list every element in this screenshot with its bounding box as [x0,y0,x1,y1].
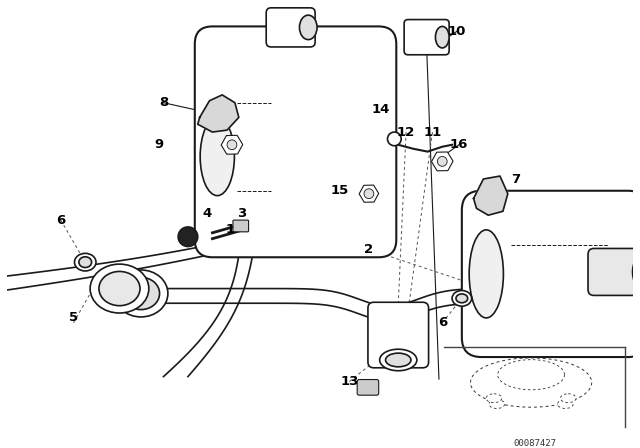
Polygon shape [525,196,599,215]
Ellipse shape [385,353,411,367]
Text: 4: 4 [203,207,212,220]
Ellipse shape [200,117,234,196]
Text: 00087427: 00087427 [513,439,556,448]
Ellipse shape [122,277,159,310]
Polygon shape [474,176,508,215]
Text: 6: 6 [56,214,65,227]
Text: 13: 13 [340,375,358,388]
FancyBboxPatch shape [233,220,248,232]
Circle shape [364,189,374,198]
Ellipse shape [90,264,149,313]
Text: 15: 15 [330,184,349,197]
Circle shape [227,140,237,150]
Polygon shape [0,240,257,303]
Ellipse shape [99,271,140,306]
Ellipse shape [114,270,168,317]
Ellipse shape [557,400,573,409]
Circle shape [178,227,198,246]
Text: 5: 5 [69,311,78,324]
Text: 14: 14 [371,103,390,116]
Ellipse shape [469,230,504,318]
FancyBboxPatch shape [368,302,429,368]
Text: 12: 12 [397,125,415,138]
FancyBboxPatch shape [462,191,640,357]
Ellipse shape [74,254,96,271]
Text: 7: 7 [511,172,520,185]
FancyBboxPatch shape [266,8,315,47]
Text: 6: 6 [438,316,447,329]
FancyBboxPatch shape [404,20,449,55]
Text: 2: 2 [364,243,374,256]
Circle shape [387,132,401,146]
FancyBboxPatch shape [357,379,379,395]
Ellipse shape [435,26,449,48]
FancyBboxPatch shape [195,26,396,257]
Text: 3: 3 [237,207,246,220]
Ellipse shape [380,349,417,371]
Text: 11: 11 [424,125,442,138]
Text: 16: 16 [450,138,468,151]
Polygon shape [486,201,525,303]
Circle shape [437,156,447,166]
Ellipse shape [452,290,472,306]
Text: 10: 10 [448,25,466,38]
Text: 1: 1 [225,224,235,237]
Text: 9: 9 [154,138,163,151]
Ellipse shape [561,394,576,403]
Ellipse shape [486,394,502,403]
Text: 8: 8 [159,96,168,109]
Ellipse shape [456,294,468,303]
Ellipse shape [300,15,317,39]
FancyBboxPatch shape [588,249,640,295]
Polygon shape [198,95,239,132]
Ellipse shape [632,257,640,287]
Ellipse shape [79,257,92,267]
Ellipse shape [489,400,505,409]
